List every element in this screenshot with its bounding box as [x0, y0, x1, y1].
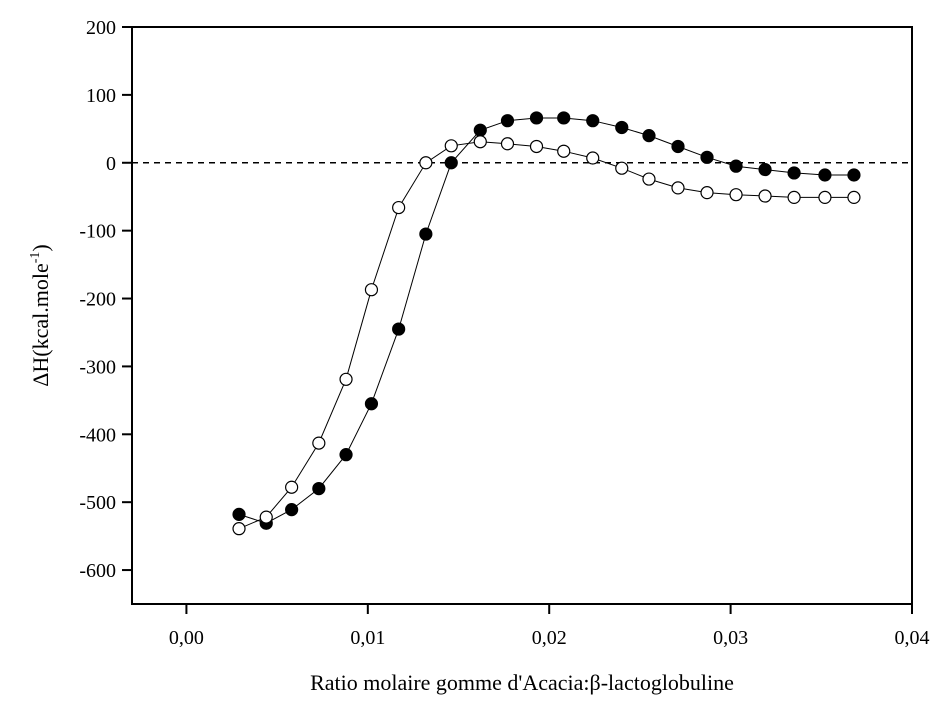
y-tick-label: -300 — [79, 356, 116, 378]
plot-frame — [131, 26, 913, 605]
y-axis-label: ΔH(kcal.mole-1) — [28, 244, 53, 387]
x-axis-label: Ratio molaire gomme d'Acacia:β-lactoglob… — [310, 670, 734, 695]
series-1-line — [238, 117, 854, 524]
y-axis-label-superscript: -1 — [28, 252, 43, 264]
series-1-point — [419, 227, 433, 241]
y-tick-label: -600 — [79, 560, 116, 582]
x-tick-label: 0,01 — [350, 627, 385, 649]
series-1-point — [339, 448, 353, 462]
x-tick-label: 0,04 — [895, 627, 930, 649]
series-1-point — [232, 507, 246, 521]
series-1-point — [671, 139, 685, 154]
series-1-point — [586, 114, 600, 128]
series-2-point — [700, 186, 714, 200]
y-tick-label: 200 — [86, 17, 116, 39]
y-tick-label: 100 — [86, 85, 116, 107]
x-tick-label: 0,03 — [713, 627, 748, 649]
series-2-point — [312, 436, 326, 450]
series-1-point — [557, 111, 571, 125]
y-tick-label: -100 — [79, 221, 116, 243]
series-2-point — [285, 480, 299, 494]
y-tick-label: 0 — [106, 153, 116, 175]
series-2-point — [392, 200, 406, 215]
series-1-point — [312, 482, 326, 496]
series-2-point — [787, 190, 801, 204]
series-lines — [238, 117, 854, 530]
series-2-point — [500, 137, 515, 151]
y-axis-ticks: 200 100 0 -100 -200 -300 -400 -500 -600 — [79, 17, 132, 582]
series-1-point — [787, 166, 801, 180]
series-1-point — [444, 156, 458, 170]
series-1-point — [758, 162, 772, 177]
series-1-point — [847, 168, 861, 182]
series-2-point — [364, 283, 379, 297]
series-2-point — [473, 135, 487, 149]
series-2-point — [671, 181, 685, 195]
y-tick-label: -200 — [79, 289, 116, 311]
series-1-point — [473, 123, 487, 137]
series-1-point — [700, 150, 714, 164]
series-2-point — [232, 522, 246, 536]
y-tick-label: -500 — [79, 492, 116, 514]
series-2-point — [339, 372, 353, 386]
series-2-point — [818, 190, 832, 204]
series-2-point — [642, 172, 656, 186]
x-tick-label: 0,00 — [169, 627, 204, 649]
series-1-point — [529, 111, 544, 125]
x-tick-label: 0,02 — [532, 627, 567, 649]
x-axis-ticks: 0,00 0,01 0,02 0,03 0,04 — [169, 604, 930, 649]
series-1-point — [392, 322, 406, 336]
y-axis-label-close: ) — [28, 244, 53, 251]
y-axis-label-main: ΔH(kcal.mole — [28, 263, 53, 387]
series-2-point — [615, 161, 629, 175]
series-2-point — [259, 510, 273, 524]
series-1-point — [364, 397, 379, 411]
series-2-point — [729, 188, 743, 202]
series-2-point — [758, 189, 772, 203]
series-1-point — [642, 129, 656, 143]
series-1-point — [285, 503, 299, 517]
series-2-point — [529, 139, 544, 154]
series-1-point — [818, 168, 832, 182]
series-1-point — [729, 159, 743, 173]
series-2-point — [586, 151, 600, 165]
series-1-point — [500, 114, 515, 128]
series-points — [232, 111, 861, 536]
series-2-point — [557, 144, 571, 158]
series-2-point — [444, 139, 458, 153]
series-2-point — [419, 156, 433, 170]
series-2-point — [847, 190, 861, 204]
y-tick-label: -400 — [79, 424, 116, 446]
series-1-point — [615, 120, 629, 135]
